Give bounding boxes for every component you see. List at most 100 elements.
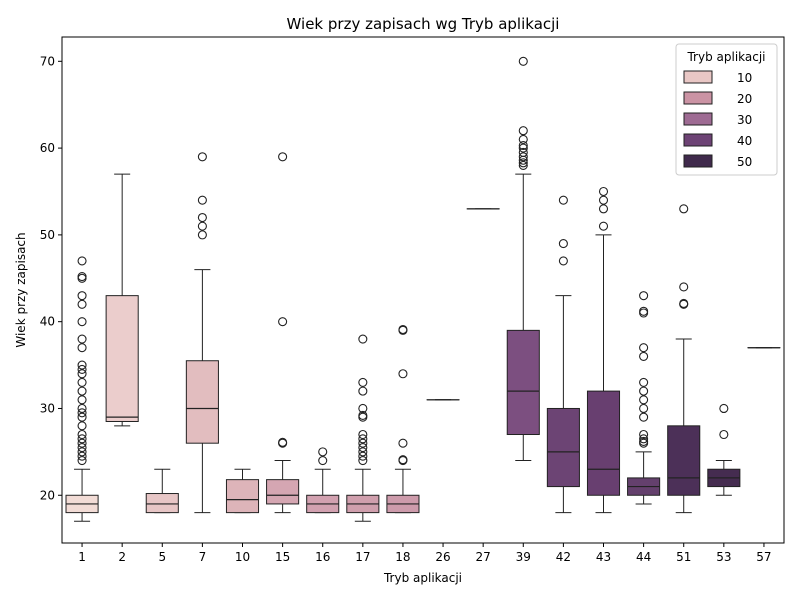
legend-label: 20 xyxy=(737,92,752,106)
box-group-44 xyxy=(627,291,661,505)
outlier-point xyxy=(719,403,729,414)
x-tick-label: 10 xyxy=(235,550,250,564)
outlier-point xyxy=(679,204,689,214)
outlier-point xyxy=(77,451,87,461)
box-group-10 xyxy=(225,468,260,514)
y-tick-label: 60 xyxy=(40,141,55,155)
outlier-point xyxy=(77,369,87,379)
x-tick-label: 17 xyxy=(355,550,370,564)
legend-swatch xyxy=(683,91,713,105)
outlier-point xyxy=(518,152,528,162)
legend-swatch xyxy=(683,154,713,168)
x-tick-label: 1 xyxy=(78,550,86,564)
box-group-5 xyxy=(145,468,179,514)
outlier-point xyxy=(77,442,87,453)
outlier-point xyxy=(77,403,87,414)
outlier-point xyxy=(278,317,288,327)
outlier-point xyxy=(77,434,87,444)
outlier-point xyxy=(639,386,649,396)
outlier-point xyxy=(318,447,328,457)
box-group-16 xyxy=(306,447,340,514)
outlier-point xyxy=(197,152,207,162)
outlier-point xyxy=(77,271,87,282)
outlier-point xyxy=(598,186,609,197)
outlier-point xyxy=(358,447,368,457)
x-tick-label: 57 xyxy=(756,550,771,564)
x-tick-label: 5 xyxy=(158,550,166,564)
outlier-point xyxy=(598,204,609,214)
y-tick-label: 30 xyxy=(40,401,55,415)
y-tick-label: 70 xyxy=(40,54,55,68)
outlier-point xyxy=(398,324,408,335)
box-group-42 xyxy=(546,195,580,514)
outlier-point xyxy=(77,291,87,301)
legend-label: 30 xyxy=(737,113,752,127)
outlier-point xyxy=(558,256,568,266)
x-tick-label: 42 xyxy=(556,550,571,564)
box-group-43 xyxy=(586,186,621,514)
box-group-2 xyxy=(105,173,139,427)
legend-entry-20: 20 xyxy=(683,91,752,106)
outlier-point xyxy=(77,455,87,466)
outlier-point xyxy=(558,195,568,205)
outlier-point xyxy=(77,421,87,431)
legend-swatch xyxy=(683,112,713,126)
outlier-point xyxy=(518,158,528,168)
outlier-point xyxy=(358,429,368,440)
outlier-point xyxy=(398,455,408,465)
legend-swatch xyxy=(683,133,713,147)
x-tick-label: 16 xyxy=(315,550,330,564)
box-iqr xyxy=(667,425,701,496)
outlier-point xyxy=(639,434,649,444)
outlier-point xyxy=(278,152,288,162)
outlier-point xyxy=(197,221,207,231)
legend-swatch xyxy=(683,70,713,84)
outlier-point xyxy=(639,377,649,387)
x-tick-label: 18 xyxy=(395,550,410,564)
outlier-point xyxy=(639,395,649,405)
outlier-point xyxy=(358,334,368,344)
outlier-point xyxy=(318,455,328,466)
outlier-point xyxy=(639,351,649,361)
legend-entry-50: 50 xyxy=(683,154,752,169)
outlier-point xyxy=(679,282,689,292)
x-tick-label: 39 xyxy=(516,550,531,564)
x-tick-label: 2 xyxy=(118,550,126,564)
outlier-point xyxy=(77,334,87,344)
outlier-point xyxy=(639,403,649,414)
outlier-point xyxy=(398,438,408,448)
legend-entries: 10 20 30 40 50 xyxy=(683,70,752,169)
box-group-39 xyxy=(506,56,540,462)
legend-title: Tryb aplikacji xyxy=(686,50,765,64)
outlier-point xyxy=(358,455,368,466)
outlier-point xyxy=(679,298,689,309)
x-tick-label: 27 xyxy=(476,550,491,564)
outlier-point xyxy=(197,230,207,240)
legend-entry-30: 30 xyxy=(683,112,752,127)
x-tick-label: 15 xyxy=(275,550,290,564)
box-group-15 xyxy=(266,152,300,514)
outlier-point xyxy=(77,343,87,353)
box-iqr xyxy=(185,360,219,444)
outlier-point xyxy=(518,126,528,136)
outlier-point xyxy=(77,256,87,266)
outlier-point xyxy=(358,434,368,444)
outlier-point xyxy=(77,364,87,374)
legend: Tryb aplikacji 10 20 30 40 50 xyxy=(675,43,778,176)
x-tick-label: 44 xyxy=(636,550,651,564)
legend-entry-40: 40 xyxy=(683,133,752,148)
outlier-point xyxy=(77,299,87,309)
x-tick-label: 7 xyxy=(199,550,207,564)
box-iqr xyxy=(586,390,621,496)
outlier-point xyxy=(598,195,609,205)
outlier-point xyxy=(358,377,368,387)
x-tick-label: 26 xyxy=(435,550,450,564)
x-tick-label: 53 xyxy=(716,550,731,564)
outlier-point xyxy=(639,291,649,301)
x-tick-label: 43 xyxy=(596,550,611,564)
chart-title: Wiek przy zapisach wg Tryb aplikacji xyxy=(287,15,560,33)
outlier-point xyxy=(639,429,649,440)
box-group-1 xyxy=(65,256,99,522)
